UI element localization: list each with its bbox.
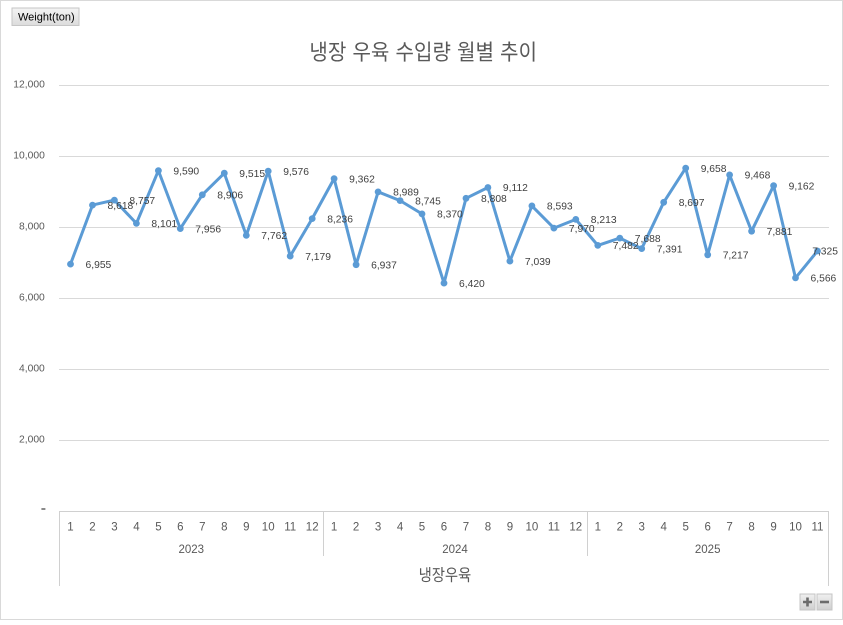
- svg-text:2: 2: [353, 521, 359, 533]
- svg-text:2024: 2024: [442, 544, 468, 556]
- svg-text:9: 9: [507, 521, 513, 533]
- svg-text:7,482: 7,482: [613, 241, 639, 252]
- svg-text:10: 10: [789, 521, 802, 533]
- svg-text:8,101: 8,101: [151, 219, 177, 230]
- svg-text:7: 7: [463, 521, 469, 533]
- svg-text:6: 6: [441, 521, 447, 533]
- svg-text:7,039: 7,039: [525, 257, 551, 268]
- svg-text:9,576: 9,576: [283, 167, 309, 178]
- svg-text:6,420: 6,420: [459, 279, 485, 290]
- svg-text:9,658: 9,658: [701, 164, 727, 175]
- svg-text:8,989: 8,989: [393, 188, 419, 199]
- svg-text:7,881: 7,881: [767, 227, 793, 238]
- svg-text:1: 1: [331, 521, 337, 533]
- svg-text:7,325: 7,325: [812, 247, 838, 258]
- svg-text:4: 4: [133, 521, 140, 533]
- svg-text:7,688: 7,688: [635, 234, 661, 245]
- svg-text:1: 1: [595, 521, 601, 533]
- svg-text:7,217: 7,217: [723, 251, 749, 262]
- svg-text:9: 9: [243, 521, 249, 533]
- svg-text:9,362: 9,362: [349, 174, 375, 185]
- svg-text:4: 4: [660, 521, 667, 533]
- svg-text:3: 3: [111, 521, 117, 533]
- svg-text:9: 9: [770, 521, 776, 533]
- svg-text:9,162: 9,162: [789, 181, 815, 192]
- svg-text:6,000: 6,000: [19, 292, 45, 303]
- svg-text:12: 12: [569, 521, 582, 533]
- svg-text:8,370: 8,370: [437, 210, 463, 221]
- svg-text:9,468: 9,468: [745, 171, 771, 182]
- svg-text:2025: 2025: [695, 544, 721, 556]
- svg-text:6,566: 6,566: [811, 274, 837, 285]
- svg-text:5: 5: [155, 521, 161, 533]
- svg-text:9,590: 9,590: [173, 166, 199, 177]
- svg-text:11: 11: [812, 521, 824, 533]
- svg-text:9,112: 9,112: [503, 183, 528, 194]
- svg-text:6,937: 6,937: [371, 260, 397, 271]
- svg-text:8,906: 8,906: [217, 191, 243, 202]
- svg-text:8,697: 8,697: [679, 198, 705, 209]
- svg-text:8,618: 8,618: [108, 201, 134, 212]
- svg-text:2: 2: [617, 521, 623, 533]
- svg-text:8,236: 8,236: [327, 214, 353, 225]
- svg-text:2,000: 2,000: [19, 434, 45, 445]
- svg-text:3: 3: [638, 521, 644, 533]
- svg-text:2023: 2023: [179, 544, 205, 556]
- svg-text:1: 1: [67, 521, 73, 533]
- svg-text:5: 5: [682, 521, 688, 533]
- svg-text:8,808: 8,808: [481, 194, 507, 205]
- svg-text:8,000: 8,000: [19, 221, 45, 232]
- svg-text:7: 7: [199, 521, 205, 533]
- svg-text:7,179: 7,179: [305, 252, 331, 263]
- svg-text:4,000: 4,000: [19, 363, 45, 374]
- svg-text:11: 11: [284, 521, 296, 533]
- svg-text:7,762: 7,762: [261, 231, 287, 242]
- svg-text:8,745: 8,745: [415, 196, 441, 207]
- svg-text:8: 8: [485, 521, 491, 533]
- svg-text:8,593: 8,593: [547, 202, 573, 213]
- svg-text:10,000: 10,000: [13, 150, 45, 161]
- svg-text:10: 10: [526, 521, 539, 533]
- svg-text:2: 2: [89, 521, 95, 533]
- svg-text:5: 5: [419, 521, 425, 533]
- svg-text:7: 7: [726, 521, 732, 533]
- svg-text:6: 6: [177, 521, 183, 533]
- svg-text:8: 8: [748, 521, 754, 533]
- svg-text:12: 12: [306, 521, 319, 533]
- svg-text:7,956: 7,956: [195, 224, 221, 235]
- svg-text:12,000: 12,000: [13, 79, 45, 90]
- svg-text:8,213: 8,213: [591, 215, 617, 226]
- svg-text:7,970: 7,970: [569, 224, 595, 235]
- svg-text:6: 6: [704, 521, 710, 533]
- svg-text:10: 10: [262, 521, 275, 533]
- svg-text:11: 11: [548, 521, 560, 533]
- svg-text:4: 4: [397, 521, 404, 533]
- svg-text:9,515: 9,515: [239, 169, 265, 180]
- svg-text:3: 3: [375, 521, 381, 533]
- svg-text:7,391: 7,391: [657, 244, 683, 255]
- svg-text:6,955: 6,955: [86, 260, 112, 271]
- svg-text:8: 8: [221, 521, 227, 533]
- svg-text:8,757: 8,757: [129, 196, 155, 207]
- svg-text:Weight(ton): Weight(ton): [18, 12, 75, 24]
